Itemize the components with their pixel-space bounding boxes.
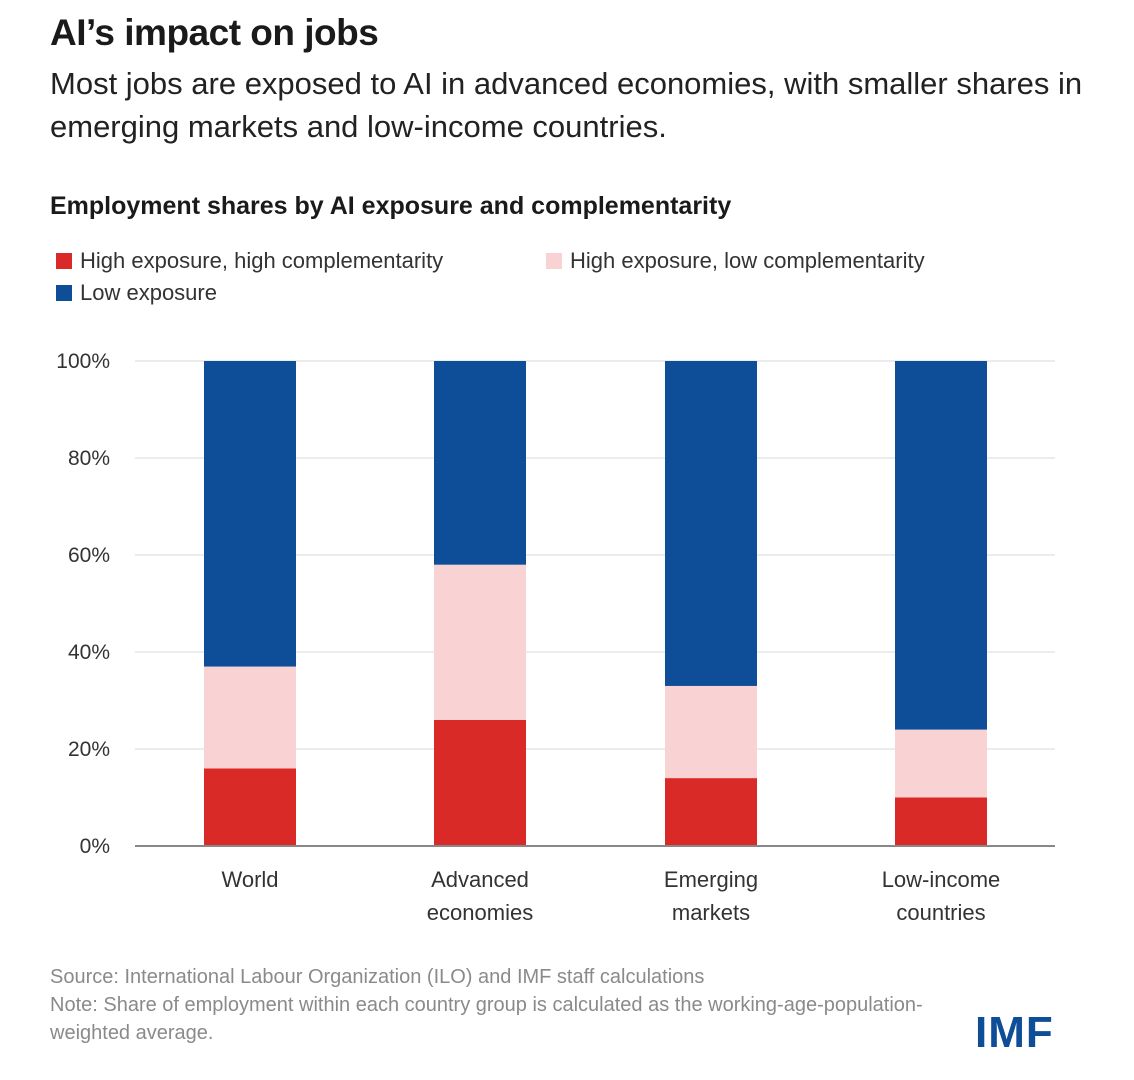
legend-swatch [56, 285, 72, 301]
bar-segment [434, 361, 526, 565]
y-tick-label: 40% [68, 641, 110, 664]
y-tick-label: 100% [56, 350, 110, 373]
imf-logo: IMF [975, 1008, 1054, 1057]
x-category-label: markets [672, 900, 750, 925]
bar-segment [665, 685, 757, 779]
x-category-label: World [221, 867, 278, 892]
legend-label: High exposure, low complementarity [570, 248, 925, 273]
legend-item-low: Low exposure [56, 280, 217, 306]
y-tick-label: 0% [80, 835, 110, 858]
y-tick-label: 60% [68, 544, 110, 567]
x-category-label: countries [896, 900, 985, 925]
y-tick-label: 80% [68, 447, 110, 470]
chart-title: Employment shares by AI exposure and com… [50, 192, 732, 220]
x-category-label: Advanced [431, 867, 529, 892]
legend-item-high-low: High exposure, low complementarity [546, 248, 925, 274]
subtitle: Most jobs are exposed to AI in advanced … [50, 66, 1083, 144]
legend-item-high-high: High exposure, high complementarity [56, 248, 443, 274]
footnotes: Source: International Labour Organizatio… [50, 963, 930, 1047]
page-title: AI’s impact on jobs [50, 12, 379, 53]
bar-segment [204, 666, 296, 769]
y-tick-label: 20% [68, 738, 110, 761]
note-text: Note: Share of employment within each co… [50, 994, 923, 1044]
x-category-label: Low-income [882, 867, 1001, 892]
bar-segment [204, 768, 296, 846]
x-category-label: economies [427, 900, 533, 925]
x-category-label: Emerging [664, 867, 758, 892]
legend-label: Low exposure [80, 280, 217, 305]
legend-label: High exposure, high complementarity [80, 248, 444, 273]
bar-segment [665, 778, 757, 846]
source-text: Source: International Labour Organizatio… [50, 966, 705, 988]
legend-swatch [56, 253, 72, 269]
bar-segment [434, 719, 526, 846]
bar-segment [895, 729, 987, 798]
bar-segment [204, 361, 296, 667]
chart-plot: 0% 20% 40% 60% 80% 100% World Advanced economies… [56, 350, 1055, 925]
bar-segment [434, 564, 526, 720]
bar-segment [895, 797, 987, 846]
legend-swatch [546, 253, 562, 269]
bar-segment [665, 361, 757, 686]
bar-segment [895, 361, 987, 730]
